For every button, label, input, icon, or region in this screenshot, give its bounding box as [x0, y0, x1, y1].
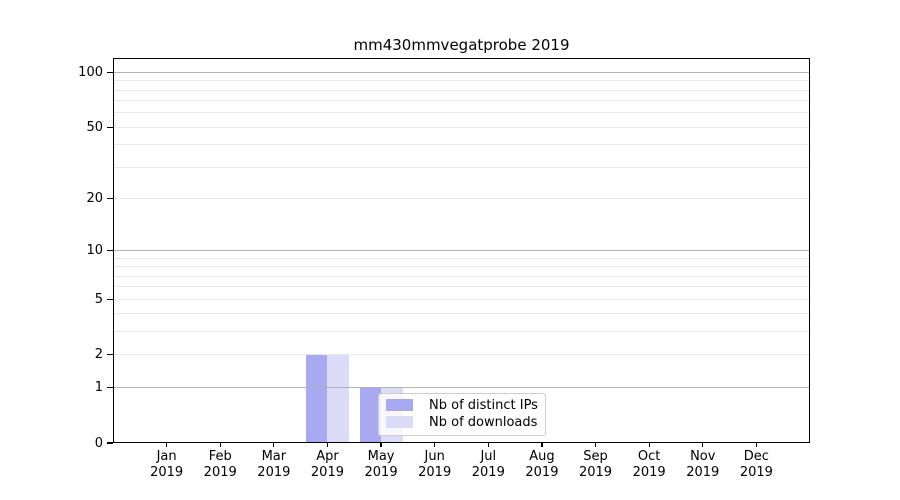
y-tick-mark [107, 249, 113, 252]
x-tick-label-month: Apr [316, 449, 339, 464]
x-tick-label-year: 2019 [686, 465, 720, 480]
legend: Nb of distinct IPs Nb of downloads [378, 393, 546, 436]
grid-line-minor [113, 126, 810, 128]
y-tick-label: 1 [94, 379, 103, 395]
bar-downloads [327, 354, 349, 443]
x-tick-label-year: 2019 [418, 465, 452, 480]
x-tick-mark [219, 443, 221, 447]
x-tick-mark [541, 443, 543, 447]
grid-line-minor [113, 100, 810, 102]
x-tick-label-year: 2019 [525, 465, 559, 480]
x-tick-mark [166, 443, 168, 447]
x-tick-label-month: Sep [583, 449, 608, 464]
legend-swatch-distinct-ips [386, 399, 413, 411]
legend-swatch-downloads [386, 416, 413, 428]
x-tick-mark [326, 443, 329, 447]
y-tick-label: 0 [94, 435, 103, 451]
x-tick-label-year: 2019 [150, 465, 184, 480]
grid-line-minor [113, 313, 810, 315]
y-tick-mark [107, 386, 113, 388]
y-tick-label: 2 [94, 347, 103, 363]
grid-line-minor [113, 266, 810, 268]
y-tick-mark [107, 298, 113, 300]
y-tick-label: 50 [86, 119, 103, 135]
grid-line-minor [113, 275, 810, 277]
x-tick-label-month: May [367, 449, 395, 464]
x-tick-label-year: 2019 [471, 465, 505, 480]
y-tick-mark [107, 197, 113, 200]
x-tick-label-month: Jan [156, 449, 177, 464]
grid-line-major [113, 250, 810, 251]
y-tick-label: 10 [86, 243, 103, 258]
x-tick-label-month: Mar [261, 449, 287, 464]
x-tick-label-year: 2019 [739, 465, 773, 480]
grid-line-minor [113, 198, 810, 200]
x-tick-label-year: 2019 [203, 465, 237, 480]
x-tick-label-month: Dec [743, 449, 769, 464]
grid-line-minor [113, 144, 810, 146]
grid-line-major [113, 72, 810, 73]
legend-label: Nb of downloads [429, 415, 538, 430]
grid-line-minor [113, 257, 810, 259]
x-tick-label-month: Feb [208, 449, 232, 464]
x-tick-mark [755, 443, 757, 447]
grid-line-minor [113, 89, 810, 91]
x-tick-mark [273, 443, 275, 447]
plot-box [113, 58, 810, 443]
grid-line-minor [113, 286, 810, 288]
x-tick-mark [702, 443, 704, 447]
grid-line-minor [113, 354, 810, 356]
x-tick-label-year: 2019 [578, 465, 613, 480]
bar-distinct-ips [305, 354, 328, 443]
y-tick-label: 100 [78, 65, 103, 80]
x-tick-label-year: 2019 [257, 465, 291, 480]
chart-title: mm430mmvegatprobe 2019 [353, 36, 570, 54]
x-tick-label-month: Aug [529, 449, 555, 464]
grid-line-minor [113, 112, 810, 114]
bar-distinct-ips [359, 387, 382, 443]
x-tick-label-month: Jun [424, 449, 445, 464]
x-tick-mark [434, 443, 436, 447]
x-tick-mark [487, 443, 489, 447]
x-tick-mark [594, 443, 597, 447]
x-tick-label-year: 2019 [632, 465, 666, 480]
y-tick-mark [107, 354, 113, 356]
x-tick-label-year: 2019 [364, 465, 398, 480]
x-tick-label-month: Nov [690, 449, 716, 464]
y-tick-mark [107, 126, 113, 128]
y-tick-label: 5 [94, 291, 103, 307]
legend-label: Nb of distinct IPs [429, 398, 538, 413]
x-tick-label-month: Jul [480, 449, 497, 464]
y-tick-mark [107, 442, 113, 444]
x-tick-mark [380, 443, 382, 447]
grid-line-minor [113, 80, 810, 82]
x-tick-label-year: 2019 [310, 465, 344, 480]
x-tick-mark [648, 443, 650, 447]
x-tick-label-month: Oct [637, 449, 661, 464]
grid-line-minor [113, 298, 810, 300]
grid-line-major [113, 386, 810, 388]
y-tick-label: 20 [86, 191, 103, 207]
grid-line-minor [113, 331, 810, 333]
grid-line-minor [113, 166, 810, 168]
y-tick-mark [107, 71, 113, 74]
